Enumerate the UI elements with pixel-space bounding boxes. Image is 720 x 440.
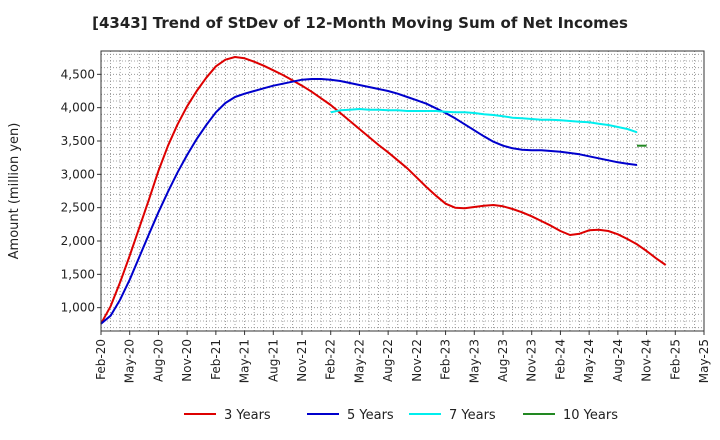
- series-line-3-years: [100, 56, 667, 325]
- x-tick-label: May-22: [352, 339, 366, 383]
- y-tick-label: 4,000: [61, 101, 95, 115]
- x-tick-label: Nov-23: [525, 339, 539, 382]
- x-tick-label: Aug-21: [266, 339, 280, 382]
- y-tick-label: 4,500: [61, 67, 95, 81]
- x-tick-label: Feb-24: [553, 339, 567, 380]
- y-tick-label: 3,500: [61, 134, 95, 148]
- x-tick-label: Nov-20: [180, 339, 194, 382]
- y-tick-label: 1,000: [61, 301, 95, 315]
- series-line-5-years: [100, 78, 638, 325]
- legend: 3 Years 5 Years 7 Years 10 Years: [184, 408, 618, 423]
- x-tick-label: Aug-23: [496, 339, 510, 382]
- y-tick-label: 2,000: [61, 234, 95, 248]
- x-tick-label: Feb-23: [439, 339, 453, 380]
- legend-label: 10 Years: [563, 408, 618, 423]
- x-tick-label: Nov-21: [295, 339, 309, 382]
- y-tick-label: 1,500: [61, 267, 95, 281]
- legend-label: 5 Years: [347, 408, 394, 423]
- x-tick-label: Nov-24: [640, 339, 654, 382]
- axes: 1,000 1,500 2,000 2,500 3,000 3,500 4,000 4,500…: [61, 67, 711, 383]
- legend-label: 3 Years: [224, 408, 271, 423]
- x-tick-label: Feb-21: [209, 339, 223, 380]
- y-tick-label: 3,000: [61, 167, 95, 181]
- legend-label: 7 Years: [449, 408, 496, 423]
- plot-area-background: [101, 51, 704, 331]
- x-tick-label: May-20: [123, 339, 137, 383]
- x-tick-label: Nov-22: [410, 339, 424, 382]
- x-tick-label: May-23: [467, 339, 481, 383]
- x-tick-label: Aug-20: [151, 339, 165, 382]
- x-tick-label: Aug-24: [611, 339, 625, 382]
- x-tick-label: Aug-22: [381, 339, 395, 382]
- series-lines: [100, 56, 667, 325]
- x-tick-label: May-21: [238, 339, 252, 383]
- x-tick-label: Feb-20: [94, 339, 108, 380]
- y-tick-label: 2,500: [61, 201, 95, 215]
- x-tick-label: May-25: [697, 339, 711, 383]
- x-tick-label: Feb-25: [668, 339, 682, 380]
- series-line-7-years: [330, 108, 638, 134]
- y-axis-title: Amount (million yen): [7, 123, 22, 260]
- chart-title: [4343] Trend of StDev of 12-Month Moving…: [92, 14, 628, 32]
- plot-area-frame: [100, 50, 705, 332]
- x-tick-label: Feb-22: [324, 339, 338, 380]
- x-tick-label: May-24: [582, 339, 596, 383]
